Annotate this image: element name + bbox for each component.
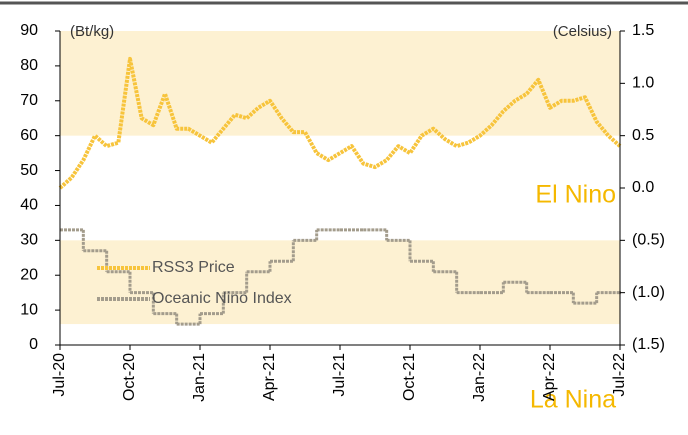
annotation: La Nina: [530, 386, 616, 414]
y-tick-label: 20: [20, 266, 38, 283]
y2-tick-label: (0.5): [632, 232, 665, 249]
x-tick-label: Jul-21: [331, 353, 348, 397]
y2-tick-label: 0.5: [632, 127, 654, 144]
x-tick-label: Oct-20: [121, 353, 138, 401]
y-tick-label: 80: [20, 57, 38, 74]
y-tick-label: 30: [20, 232, 38, 249]
x-tick-label: Apr-21: [261, 353, 278, 401]
y-tick-label: 70: [20, 92, 38, 109]
bands: El Nino La Nina: [60, 31, 620, 414]
x-tick-label: Apr-22: [541, 353, 558, 401]
y2-tick-label: 0.0: [632, 179, 654, 196]
y-tick-label: 60: [20, 127, 38, 144]
plot: [58, 56, 622, 326]
y2-tick-label: (1.5): [632, 336, 665, 353]
y-tick-label: 50: [20, 162, 38, 179]
annotation: El Nino: [535, 180, 616, 208]
x-tick-label: Jan-21: [191, 353, 208, 402]
y-tick-label: 90: [20, 22, 38, 39]
y2-tick-label: 1.0: [632, 75, 654, 92]
line: [58, 56, 622, 190]
y-axis-label: (Bt/kg): [70, 23, 114, 40]
y2-tick-label: 1.5: [632, 22, 654, 39]
band: [60, 31, 620, 136]
x-tick-label: Jul-22: [611, 353, 628, 397]
x-tick-label: Oct-21: [401, 353, 418, 401]
legend-label: RSS3 Price: [152, 259, 235, 276]
y-tick-label: 40: [20, 197, 38, 214]
x-tick-label: Jan-22: [471, 353, 488, 402]
y-tick-label: 0: [29, 336, 38, 353]
legend-label: Oceanic Nino Index: [152, 290, 292, 307]
y2-axis-label: (Celsius): [553, 23, 612, 40]
band: [60, 240, 620, 325]
y-tick-label: 10: [20, 301, 38, 318]
x-tick-label: Jul-20: [51, 353, 68, 397]
y2-tick-label: (1.0): [632, 284, 665, 301]
